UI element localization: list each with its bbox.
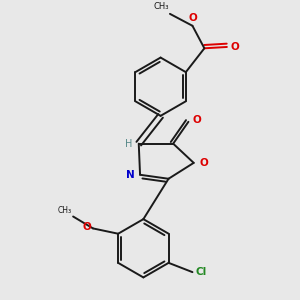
Text: O: O [192, 116, 201, 125]
Text: N: N [126, 170, 135, 180]
Text: CH₃: CH₃ [58, 206, 72, 215]
Text: Cl: Cl [195, 267, 206, 277]
Text: O: O [83, 222, 92, 232]
Text: H: H [125, 139, 132, 149]
Text: O: O [231, 42, 240, 52]
Text: O: O [199, 158, 208, 168]
Text: O: O [188, 13, 197, 23]
Text: CH₃: CH₃ [153, 2, 169, 11]
